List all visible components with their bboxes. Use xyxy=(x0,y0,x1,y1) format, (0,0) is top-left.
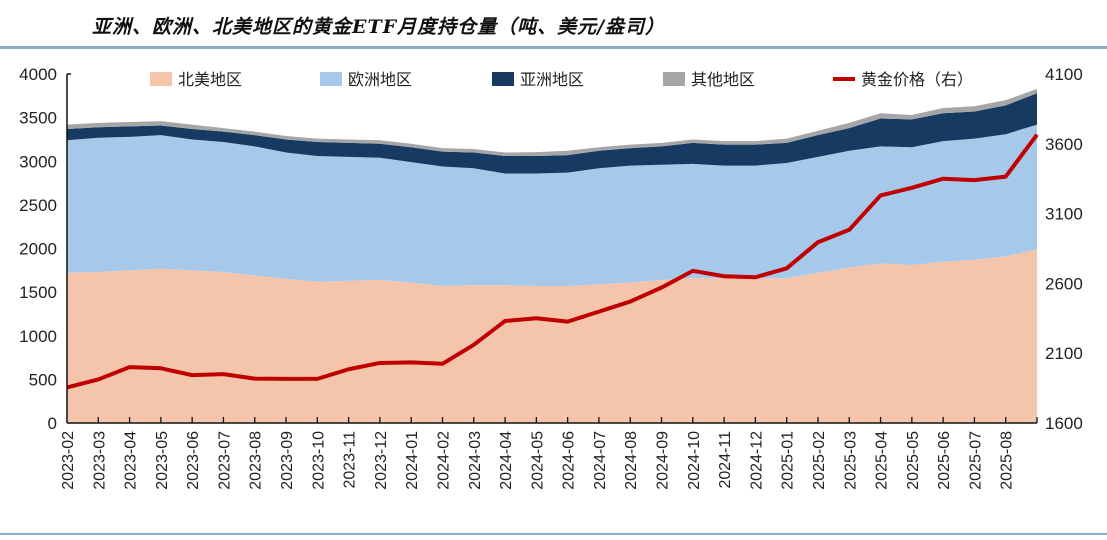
left-tick-label: 2000 xyxy=(19,240,57,259)
legend-label: 北美地区 xyxy=(178,71,242,89)
area-europe xyxy=(67,124,1037,287)
x-tick-label: 2024-05 xyxy=(529,431,546,490)
x-tick-label: 2024-12 xyxy=(748,431,765,490)
left-tick-label: 4000 xyxy=(19,65,57,84)
x-tick-label: 2024-09 xyxy=(655,431,672,490)
x-tick-label: 2024-11 xyxy=(717,431,734,489)
left-tick-label: 3000 xyxy=(19,152,57,171)
x-tick-label: 2025-05 xyxy=(905,431,922,490)
x-tick-label: 2023-02 xyxy=(60,431,77,490)
x-tick-label: 2025-06 xyxy=(936,431,953,490)
x-tick-label: 2024-07 xyxy=(592,431,609,490)
left-tick-label: 0 xyxy=(48,414,57,433)
x-tick-label: 2025-01 xyxy=(780,431,797,490)
x-tick-label: 2025-08 xyxy=(999,431,1016,490)
bottom-divider xyxy=(0,533,1107,535)
x-tick-label: 2023-03 xyxy=(91,431,108,490)
left-tick-label: 2500 xyxy=(19,196,57,215)
x-tick-label: 2024-03 xyxy=(467,431,484,490)
right-tick-label: 3100 xyxy=(1045,205,1083,224)
left-tick-label: 500 xyxy=(29,370,57,389)
legend-label: 黄金价格（右） xyxy=(861,71,973,89)
right-tick-label: 2100 xyxy=(1045,344,1083,363)
area-other xyxy=(67,88,1037,157)
x-tick-label: 2023-10 xyxy=(310,431,327,490)
left-tick-label: 3500 xyxy=(19,109,57,128)
x-tick-label: 2024-04 xyxy=(498,431,515,490)
gold-price-line xyxy=(66,133,1039,390)
x-tick-label: 2023-05 xyxy=(154,431,171,490)
area-asia xyxy=(67,93,1037,174)
x-tick-label: 2024-01 xyxy=(404,431,421,490)
chart-title: 亚洲、欧洲、北美地区的黄金ETF月度持仓量（吨、美元/盎司） xyxy=(92,16,666,38)
x-tick-label: 2024-08 xyxy=(623,431,640,490)
right-tick-label: 2600 xyxy=(1045,274,1083,293)
x-tick-label: 2023-06 xyxy=(185,431,202,490)
x-tick-label: 2024-10 xyxy=(686,431,703,490)
right-tick-label: 4100 xyxy=(1045,65,1083,84)
x-tick-label: 2023-08 xyxy=(248,431,265,490)
left-tick-label: 1500 xyxy=(19,283,57,302)
legend-swatch-1 xyxy=(320,72,342,86)
legend-swatch-0 xyxy=(150,72,172,86)
legend-label: 欧洲地区 xyxy=(348,71,412,89)
x-tick-label: 2025-07 xyxy=(967,431,984,490)
legend-label: 亚洲地区 xyxy=(520,71,584,89)
top-divider xyxy=(0,46,1107,49)
left-tick-label: 1000 xyxy=(19,327,57,346)
x-tick-label: 2023-04 xyxy=(123,431,140,490)
legend-swatch-2 xyxy=(492,72,514,86)
x-tick-label: 2024-02 xyxy=(435,431,452,490)
right-tick-label: 1600 xyxy=(1045,414,1083,433)
legend-label: 其他地区 xyxy=(691,71,755,89)
x-tick-label: 2025-02 xyxy=(811,431,828,490)
x-tick-label: 2023-12 xyxy=(373,431,390,490)
x-tick-label: 2024-06 xyxy=(561,431,578,490)
x-tick-label: 2023-11 xyxy=(342,431,359,489)
x-tick-label: 2023-09 xyxy=(279,431,296,490)
x-tick-label: 2025-04 xyxy=(874,431,891,490)
x-tick-label: 2023-07 xyxy=(216,431,233,490)
legend-swatch-3 xyxy=(663,72,685,86)
right-tick-label: 3600 xyxy=(1045,135,1083,154)
x-tick-label: 2025-03 xyxy=(842,431,859,490)
